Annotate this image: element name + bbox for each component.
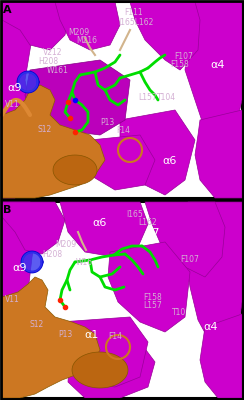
Polygon shape: [2, 2, 70, 50]
Text: P13: P13: [58, 330, 72, 339]
Polygon shape: [185, 202, 242, 347]
Text: S12: S12: [30, 320, 44, 329]
Text: M209: M209: [68, 28, 89, 37]
Polygon shape: [60, 202, 148, 257]
Polygon shape: [55, 2, 120, 50]
Polygon shape: [2, 85, 105, 198]
Text: M216: M216: [76, 36, 97, 45]
Text: α4: α4: [210, 60, 224, 70]
Polygon shape: [2, 277, 100, 398]
Text: F14: F14: [108, 332, 122, 341]
Polygon shape: [195, 110, 242, 198]
Text: F158: F158: [170, 60, 189, 69]
Text: M209: M209: [55, 240, 76, 249]
Polygon shape: [2, 202, 65, 254]
Polygon shape: [120, 110, 195, 195]
Polygon shape: [22, 252, 42, 272]
Text: F14: F14: [116, 126, 130, 135]
Text: F158: F158: [143, 293, 162, 302]
Polygon shape: [58, 317, 148, 387]
Polygon shape: [18, 72, 38, 92]
Text: F111: F111: [124, 8, 143, 17]
Polygon shape: [2, 202, 38, 398]
Text: α9: α9: [7, 83, 21, 93]
Text: α6: α6: [162, 156, 176, 166]
Text: A: A: [3, 5, 12, 15]
Text: L157: L157: [138, 93, 157, 102]
Polygon shape: [82, 135, 155, 190]
Text: F107: F107: [174, 52, 193, 61]
Text: S12: S12: [38, 125, 52, 134]
Polygon shape: [72, 352, 128, 388]
Text: B: B: [3, 205, 11, 215]
Polygon shape: [25, 60, 130, 135]
Text: V11: V11: [5, 295, 20, 304]
Text: L162: L162: [138, 218, 157, 227]
Polygon shape: [185, 2, 242, 140]
Polygon shape: [53, 155, 97, 185]
Text: T10: T10: [172, 308, 186, 317]
Text: V212: V212: [43, 48, 62, 57]
Polygon shape: [145, 202, 225, 277]
Text: F107: F107: [180, 255, 199, 264]
Bar: [2, 2, 242, 198]
Text: α1: α1: [84, 330, 98, 340]
Text: W16: W16: [76, 258, 93, 267]
Polygon shape: [130, 2, 200, 70]
Text: α9: α9: [12, 263, 27, 273]
Polygon shape: [68, 342, 155, 398]
Polygon shape: [200, 314, 242, 398]
Text: H208: H208: [42, 250, 62, 259]
Text: W161: W161: [47, 66, 69, 75]
Text: α7: α7: [145, 228, 160, 238]
Bar: [2, 202, 242, 398]
Text: I165L162: I165L162: [118, 18, 153, 27]
Text: L157: L157: [143, 301, 162, 310]
Text: H208: H208: [38, 57, 58, 66]
Text: V11: V11: [5, 100, 20, 109]
Text: I165: I165: [126, 210, 143, 219]
Text: P13: P13: [100, 118, 114, 127]
Polygon shape: [108, 242, 190, 332]
Text: α4: α4: [203, 322, 217, 332]
Text: T104: T104: [157, 93, 176, 102]
Text: α6: α6: [92, 218, 106, 228]
Polygon shape: [2, 2, 35, 198]
